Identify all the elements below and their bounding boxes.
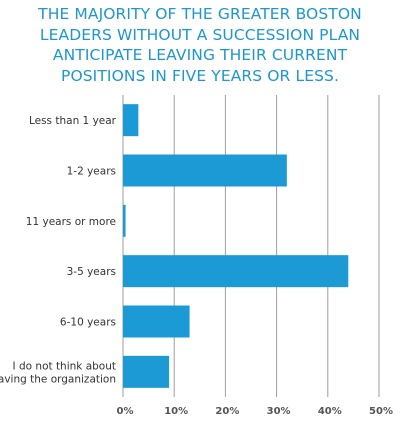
x-axis-tick-labels: 0% 10% 20% 30% 40% 50% — [117, 406, 393, 417]
bar — [123, 154, 287, 187]
bars — [123, 104, 349, 388]
bar — [123, 104, 139, 137]
x-tick-label: 0% — [117, 406, 134, 417]
x-tick-label: 20% — [215, 406, 239, 417]
category-label: 3-5 years — [67, 266, 116, 278]
category-label: I do not think about — [13, 360, 116, 372]
category-label: 6-10 years — [60, 317, 116, 329]
bar — [123, 305, 190, 338]
x-tick-label: 50% — [369, 406, 393, 417]
bar — [123, 204, 126, 237]
x-tick-label: 30% — [267, 406, 291, 417]
category-label: 1-2 years — [67, 166, 116, 178]
chart-title: THE MAJORITY OF THE GREATER BOSTON LEADE… — [38, 5, 362, 85]
x-tick-label: 10% — [164, 406, 188, 417]
bar — [123, 255, 349, 288]
bar — [123, 355, 170, 388]
x-tick-label: 40% — [318, 406, 342, 417]
category-label: 11 years or more — [26, 216, 116, 228]
gridlines — [122, 95, 380, 397]
category-label: Less than 1 year — [29, 115, 117, 127]
category-label: leaving the organization — [0, 373, 116, 385]
category-labels: Less than 1 year 1-2 years 11 years or mor… — [0, 115, 117, 385]
